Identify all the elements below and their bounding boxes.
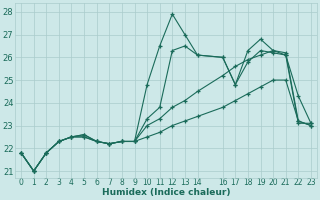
X-axis label: Humidex (Indice chaleur): Humidex (Indice chaleur) [102, 188, 230, 197]
